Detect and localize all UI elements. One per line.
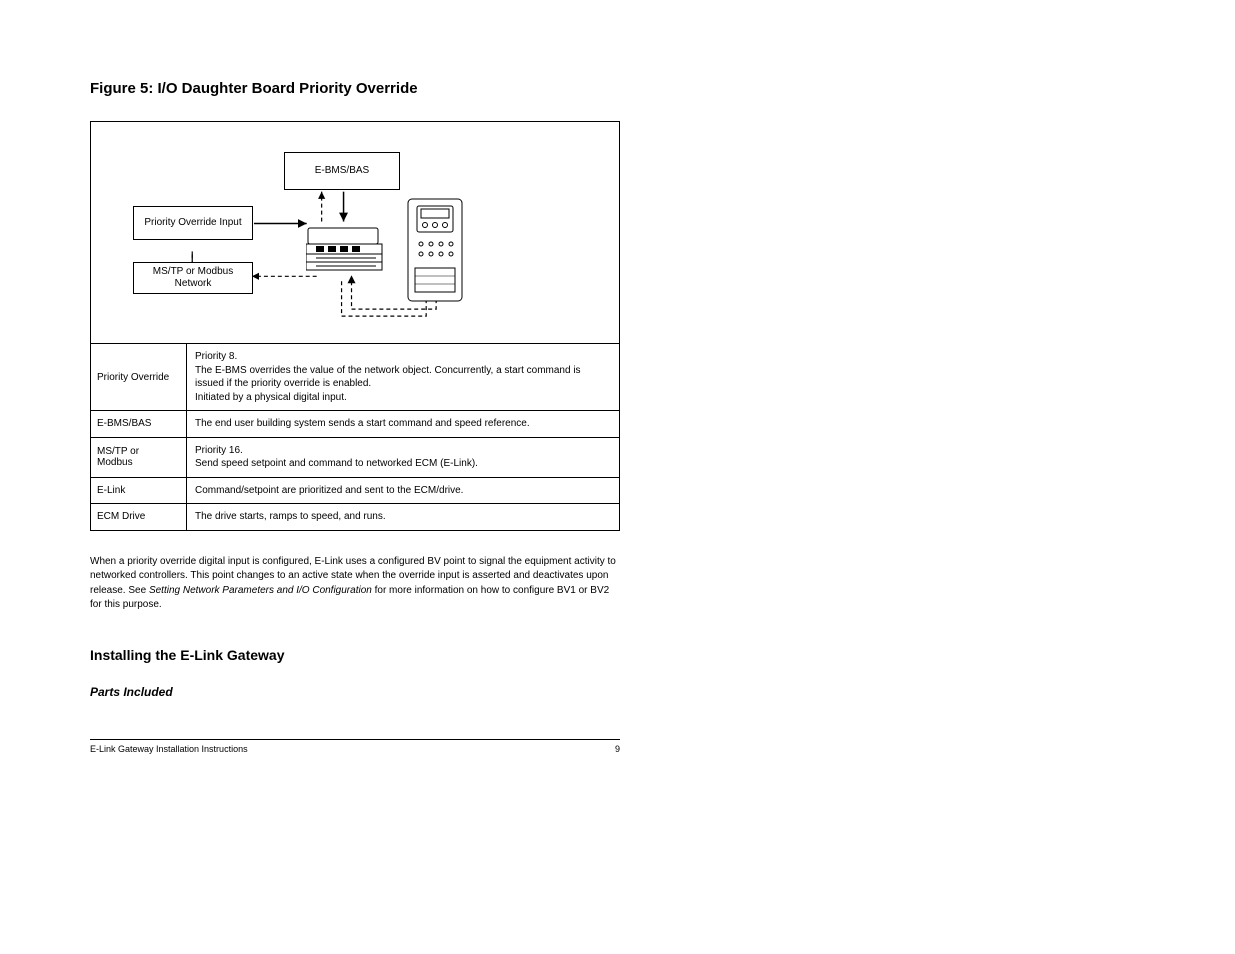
row-text: Priority 8.The E-BMS overrides the value… [187,344,619,410]
footer-left: E-Link Gateway Installation Instructions [90,744,248,754]
chiller-illustration [306,220,386,278]
box-ebms: E-BMS/BAS [284,152,400,190]
row-text: Command/setpoint are prioritized and sen… [187,478,619,504]
row-label: Priority Override [91,344,187,410]
row-text: Priority 16.Send speed setpoint and comm… [187,438,619,477]
row-text: The drive starts, ramps to speed, and ru… [187,504,619,530]
table-row: MS/TP orModbus Priority 16.Send speed se… [91,437,619,477]
paragraph: When a priority override digital input i… [90,555,620,613]
section-heading: Installing the E-Link Gateway [90,647,620,663]
table-row: E-Link Command/setpoint are prioritized … [91,477,619,504]
row-label: E-BMS/BAS [91,411,187,437]
subsection-heading: Parts Included [90,685,620,699]
footer: E-Link Gateway Installation Instructions… [90,744,620,754]
table-row: Priority Override Priority 8.The E-BMS o… [91,344,619,410]
table-row: ECM Drive The drive starts, ramps to spe… [91,503,619,530]
footer-rule [90,739,620,740]
box-mstp: MS/TP or Modbus Network [133,262,253,294]
row-label: ECM Drive [91,504,187,530]
figure-box: E-BMS/BAS Priority Override Input MS/TP … [90,121,620,531]
box-priority-override: Priority Override Input [133,206,253,240]
row-label: MS/TP orModbus [91,438,187,477]
drive-panel-illustration [407,198,463,302]
figure-heading: Figure 5: I/O Daughter Board Priority Ov… [90,80,620,97]
row-label: E-Link [91,478,187,504]
row-text: The end user building system sends a sta… [187,411,619,437]
table-row: E-BMS/BAS The end user building system s… [91,410,619,437]
footer-page: 9 [615,744,620,754]
diagram: E-BMS/BAS Priority Override Input MS/TP … [91,122,619,344]
